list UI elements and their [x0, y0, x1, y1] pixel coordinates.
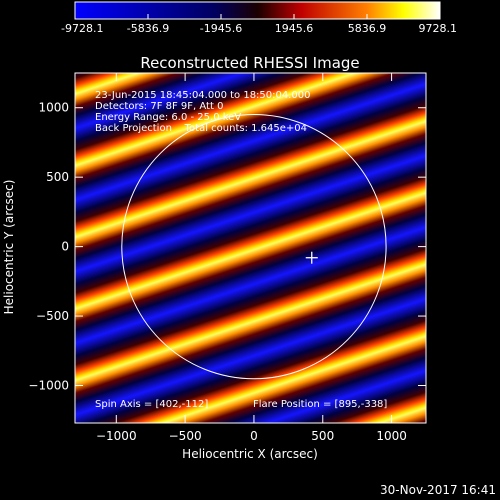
colorbar: -9728.1 -5836.9 -1945.6 1945.6 5836.9 9728.1: [61, 1, 457, 35]
y-tick-label: −500: [36, 309, 69, 323]
annotation-energy-range: Energy Range: 6.0 - 25.0 keV: [95, 112, 241, 123]
annotation-method-counts: Back Projection Total counts: 1.645e+04: [95, 123, 307, 134]
y-tick-label: 1000: [38, 101, 69, 115]
y-axis-label: Heliocentric Y (arcsec): [2, 180, 16, 315]
heatmap-image: [75, 73, 426, 423]
x-axis-label: Heliocentric X (arcsec): [182, 447, 318, 461]
annotation-detectors: Detectors: 7F 8F 9F, Att 0: [95, 101, 223, 112]
axis-ticks: −1000 −500 0 500 1000 −1000 −500 0 500 1000: [28, 73, 426, 443]
plot-frame: [74, 72, 427, 424]
colorbar-tick-label: 5836.9: [348, 22, 387, 35]
x-tick-label: 1000: [376, 429, 407, 443]
timestamp: 30-Nov-2017 16:41: [380, 483, 496, 497]
colorbar-tick-label: -5836.9: [127, 22, 169, 35]
x-tick-label: 500: [311, 429, 334, 443]
flare-position-marker: [305, 251, 318, 264]
annotation-spin-axis: Spin Axis = [402,-112]: [95, 399, 208, 410]
annotation-flare-position: Flare Position = [895,-338]: [253, 399, 387, 410]
x-tick-label: −1000: [96, 429, 137, 443]
modulation-stripes: [75, 73, 426, 423]
chart-title: Reconstructed RHESSI Image: [140, 54, 359, 72]
plot-area: −1000 −500 0 500 1000 −1000 −500 0 500 1000: [28, 72, 427, 443]
annotation-time-range: 23-Jun-2015 18:45:04.000 to 18:50:04.000: [95, 90, 311, 101]
x-tick-label: 0: [250, 429, 258, 443]
colorbar-tick-label: 9728.1: [419, 22, 458, 35]
colorbar-frame: [74, 1, 441, 20]
annotations: 23-Jun-2015 18:45:04.000 to 18:50:04.000…: [95, 90, 387, 410]
colorbar-gradient: [75, 2, 440, 19]
y-tick-label: 0: [61, 240, 69, 254]
y-tick-label: −1000: [28, 379, 69, 393]
x-tick-label: −500: [169, 429, 202, 443]
colorbar-tick-label: -1945.6: [200, 22, 242, 35]
y-tick-label: 500: [46, 170, 69, 184]
colorbar-tick-label: 1945.6: [275, 22, 314, 35]
colorbar-tick-label: -9728.1: [61, 22, 103, 35]
colorbar-ticks: -9728.1 -5836.9 -1945.6 1945.6 5836.9 9728.1: [61, 14, 457, 35]
solar-disk-outline: [121, 113, 387, 380]
